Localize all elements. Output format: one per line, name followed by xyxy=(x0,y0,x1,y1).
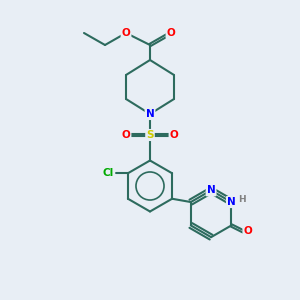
Text: N: N xyxy=(227,197,236,207)
Text: Cl: Cl xyxy=(103,168,114,178)
Text: O: O xyxy=(169,130,178,140)
Text: S: S xyxy=(146,130,154,140)
Text: O: O xyxy=(122,28,130,38)
Text: O: O xyxy=(167,28,176,38)
Text: O: O xyxy=(244,226,252,236)
Text: H: H xyxy=(238,195,246,203)
Text: N: N xyxy=(146,109,154,119)
Text: O: O xyxy=(122,130,130,140)
Text: N: N xyxy=(207,185,215,195)
